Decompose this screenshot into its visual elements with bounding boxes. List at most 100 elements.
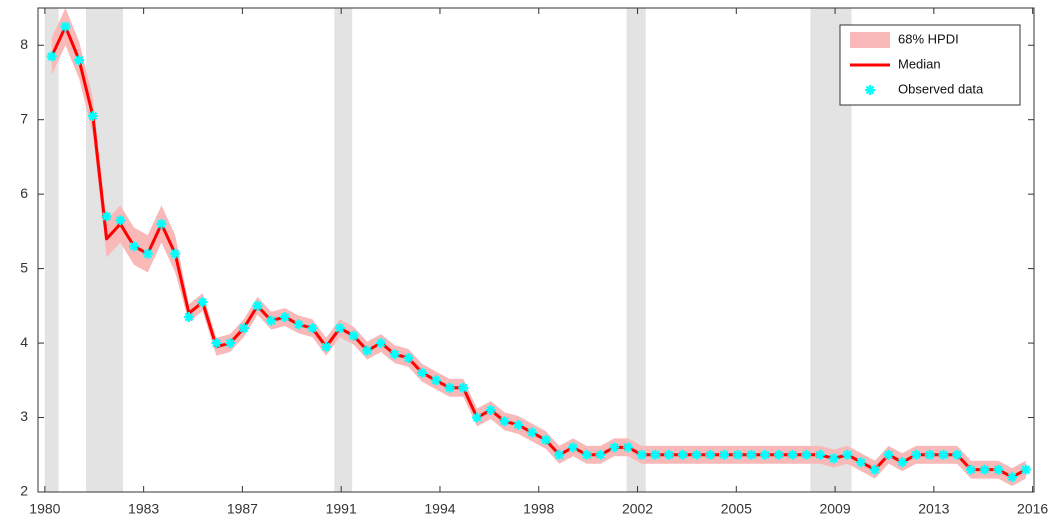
- observed-point: [74, 55, 85, 66]
- observed-point: [197, 297, 208, 308]
- y-tick-label: 5: [20, 259, 28, 275]
- y-tick-label: 4: [20, 334, 28, 350]
- shaded-period: [44, 8, 59, 492]
- observed-point: [225, 338, 236, 349]
- observed-point: [430, 375, 441, 386]
- observed-point: [293, 319, 304, 330]
- observed-point: [238, 323, 249, 334]
- observed-point: [472, 412, 483, 423]
- observed-point: [375, 338, 386, 349]
- observed-point: [389, 349, 400, 360]
- observed-point: [924, 449, 935, 460]
- y-tick-label: 6: [20, 185, 28, 201]
- observed-point: [650, 449, 661, 460]
- observed-point: [458, 382, 469, 393]
- shaded-period: [86, 8, 124, 492]
- x-tick-label: 1987: [227, 501, 258, 517]
- x-tick-label: 1991: [326, 501, 357, 517]
- observed-point: [732, 449, 743, 460]
- observed-point: [142, 248, 153, 259]
- observed-point: [417, 367, 428, 378]
- observed-point: [595, 449, 606, 460]
- observed-point: [622, 442, 633, 453]
- y-tick-label: 8: [20, 36, 28, 52]
- observed-point: [952, 449, 963, 460]
- observed-point: [183, 312, 194, 323]
- observed-point: [279, 312, 290, 323]
- observed-point: [938, 449, 949, 460]
- observed-point: [842, 449, 853, 460]
- observed-point: [170, 248, 181, 259]
- observed-point: [485, 405, 496, 416]
- observed-point: [746, 449, 757, 460]
- x-tick-label: 2013: [918, 501, 949, 517]
- observed-point: [993, 464, 1004, 475]
- observed-point: [705, 449, 716, 460]
- observed-point: [321, 341, 332, 352]
- x-tick-label: 2005: [721, 501, 752, 517]
- observed-point: [362, 345, 373, 356]
- observed-point: [760, 449, 771, 460]
- observed-point: [540, 434, 551, 445]
- legend-label: 68% HPDI: [898, 31, 959, 46]
- observed-point: [979, 464, 990, 475]
- observed-point: [115, 215, 126, 226]
- observed-point: [691, 449, 702, 460]
- x-tick-label: 1980: [29, 501, 60, 517]
- observed-point: [828, 453, 839, 464]
- observed-point: [568, 442, 579, 453]
- observed-point: [513, 419, 524, 430]
- x-tick-label: 2009: [819, 501, 850, 517]
- observed-point: [787, 449, 798, 460]
- y-tick-label: 7: [20, 110, 28, 126]
- observed-point: [677, 449, 688, 460]
- x-tick-label: 1994: [424, 501, 455, 517]
- observed-point: [334, 323, 345, 334]
- legend: 68% HPDI Median Observed data: [839, 24, 1021, 106]
- y-tick-label: 2: [20, 483, 28, 499]
- observed-point: [773, 449, 784, 460]
- observed-point: [156, 218, 167, 229]
- observed-point: [403, 352, 414, 363]
- observed-point: [718, 449, 729, 460]
- observed-point: [911, 449, 922, 460]
- observed-point: [307, 323, 318, 334]
- x-tick-label: 2002: [622, 501, 653, 517]
- observed-point: [856, 457, 867, 468]
- observed-point: [1020, 464, 1031, 475]
- observed-point: [883, 449, 894, 460]
- x-tick-label: 1983: [128, 501, 159, 517]
- x-tick-label: 2016: [1017, 501, 1048, 517]
- observed-point: [87, 110, 98, 121]
- observed-point: [897, 457, 908, 468]
- observed-point: [581, 449, 592, 460]
- observed-point: [664, 449, 675, 460]
- observed-point: [444, 382, 455, 393]
- plot-frame: [37, 7, 1035, 493]
- observed-point: [266, 315, 277, 326]
- observed-point: [814, 449, 825, 460]
- legend-label: Median: [898, 56, 941, 71]
- shaded-period: [626, 8, 646, 492]
- observed-point: [101, 211, 112, 222]
- y-tick-label: 3: [20, 408, 28, 424]
- observed-point: [609, 442, 620, 453]
- observed-point: [499, 416, 510, 427]
- legend-label: Observed data: [898, 81, 984, 96]
- observed-point: [252, 300, 263, 311]
- observed-point: [211, 338, 222, 349]
- observed-point: [46, 51, 57, 62]
- observed-point: [801, 449, 812, 460]
- observed-point: [869, 464, 880, 475]
- observed-point: [348, 330, 359, 341]
- legend-swatch: [850, 32, 890, 48]
- x-tick-label: 1998: [523, 501, 554, 517]
- legend-swatch: [865, 85, 875, 95]
- observed-point: [965, 464, 976, 475]
- shaded-period: [334, 8, 353, 492]
- observed-point: [1007, 472, 1018, 483]
- observed-point: [60, 21, 71, 32]
- observed-point: [636, 449, 647, 460]
- observed-point: [129, 241, 140, 252]
